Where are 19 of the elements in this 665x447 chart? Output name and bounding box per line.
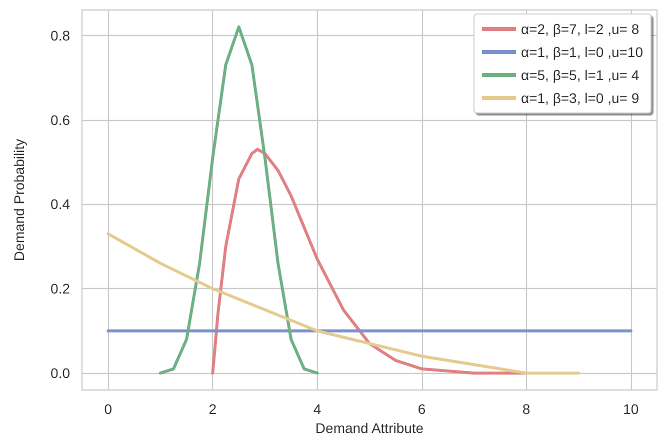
y-tick-label: 0.2 [50,280,70,297]
legend-label: α=5, β=5, l=1 ,u= 4 [520,67,640,83]
legend-label: α=1, β=1, l=0 ,u=10 [520,44,644,60]
x-tick-label: 8 [522,401,530,417]
line-series [158,25,319,375]
x-tick-label: 10 [623,401,639,417]
line-series [106,232,580,375]
x-tick-label: 6 [418,401,426,417]
y-tick-label: 0.8 [50,27,70,44]
y-tick-label: 0.4 [50,196,70,212]
x-axis-title: Demand Attribute [315,420,424,436]
legend-label: α=1, β=3, l=0 ,u= 9 [520,90,640,106]
y-tick-label: 0.0 [50,365,70,382]
y-axis-title: Demand Probability [11,138,27,262]
y-tick-label: 0.6 [50,112,70,128]
x-tick-label: 0 [104,401,112,417]
x-tick-label: 4 [313,401,322,417]
x-tick-label: 2 [208,401,217,417]
legend-label: α=2, β=7, l=2 ,u= 8 [520,21,640,37]
